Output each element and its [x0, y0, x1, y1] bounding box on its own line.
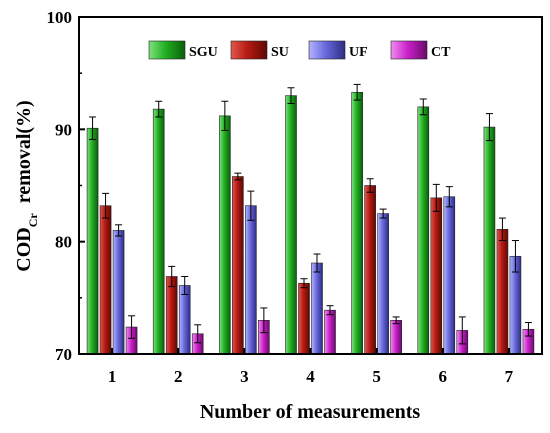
error-bars-layer — [89, 83, 532, 345]
error-bar-su-1 — [102, 192, 110, 219]
x-tick-label-1: 1 — [108, 367, 117, 386]
y-tick-label-100: 100 — [47, 8, 73, 27]
legend-swatch-uf — [308, 40, 346, 60]
legend-swatch-sgu — [148, 40, 186, 60]
bar-ct-5 — [390, 319, 402, 355]
bar-sgu-6 — [417, 106, 430, 355]
error-bar-sgu-2 — [155, 100, 163, 118]
svg-text:CODCrremoval(%): CODCr removal(%) — [13, 100, 40, 271]
x-tick-label-7: 7 — [505, 367, 514, 386]
y-tick-label-70: 70 — [55, 345, 72, 364]
bar-sgu-2 — [152, 108, 165, 355]
y-axis: 70 80 90 100 — [47, 8, 85, 364]
error-bar-uf-6 — [445, 186, 453, 208]
bar-sgu-3 — [219, 115, 231, 355]
x-tick-label-2: 2 — [174, 367, 183, 386]
error-bar-sgu-7 — [485, 113, 493, 142]
bar-sgu-5 — [351, 91, 363, 355]
error-bar-uf-1 — [115, 224, 123, 237]
x-tick-label-4: 4 — [306, 367, 315, 386]
error-bar-ct-4 — [326, 305, 334, 316]
legend-swatch-su — [230, 40, 268, 60]
legend-item-ct: CT — [390, 40, 451, 60]
error-bar-ct-6 — [458, 316, 466, 345]
bar-su-5 — [364, 185, 376, 355]
x-axis-title: Number of measurements — [200, 401, 421, 423]
y-axis-title-tail: removal(%) — [13, 100, 35, 203]
y-axis-title: CODCr removal(%) — [13, 100, 40, 271]
error-bar-uf-2 — [181, 275, 189, 295]
bar-sgu-7 — [483, 126, 496, 355]
error-bar-su-7 — [498, 217, 506, 242]
bar-sgu-1 — [86, 127, 99, 355]
error-bar-ct-1 — [128, 315, 136, 339]
bar-su-6 — [430, 197, 443, 355]
bar-su-3 — [232, 176, 244, 355]
error-bar-su-6 — [432, 183, 440, 212]
bar-ct-4 — [324, 309, 336, 355]
error-bar-sgu-6 — [419, 98, 427, 116]
bar-su-4 — [298, 282, 310, 355]
error-bar-uf-5 — [379, 208, 387, 219]
legend-label-ct: CT — [431, 45, 451, 60]
legend-item-su: SU — [230, 40, 289, 60]
y-axis-title-main: COD — [13, 227, 35, 271]
bar-su-1 — [99, 205, 112, 355]
bar-uf-4 — [311, 262, 323, 355]
legend-label-su: SU — [271, 45, 289, 60]
x-tick-label-6: 6 — [439, 367, 448, 386]
error-bar-su-3 — [234, 172, 242, 181]
error-bar-sgu-3 — [221, 100, 229, 131]
legend-swatch-ct — [390, 40, 428, 60]
y-tick-label-90: 90 — [55, 120, 72, 139]
error-bar-ct-7 — [524, 322, 532, 337]
bar-uf-2 — [178, 285, 191, 355]
error-bar-ct-2 — [194, 324, 202, 344]
y-tick-label-80: 80 — [55, 233, 72, 252]
error-bar-ct-3 — [260, 307, 268, 334]
error-bar-uf-3 — [247, 190, 255, 221]
y-axis-title-subscript: Cr — [26, 213, 40, 228]
x-tick-label-5: 5 — [372, 367, 381, 386]
legend-label-sgu: SGU — [189, 45, 218, 60]
bar-uf-6 — [443, 196, 456, 355]
error-bar-su-4 — [300, 278, 308, 289]
legend-label-uf: UF — [349, 45, 368, 60]
bar-uf-1 — [112, 230, 125, 355]
x-tick-label-3: 3 — [240, 367, 249, 386]
bar-su-7 — [496, 229, 509, 355]
x-axis: 1 2 3 4 5 6 7 — [108, 348, 514, 386]
error-bar-uf-7 — [511, 240, 519, 273]
error-bar-su-5 — [366, 178, 374, 193]
error-bar-ct-5 — [392, 316, 400, 325]
plot-frame — [78, 16, 543, 355]
bar-uf-3 — [245, 205, 257, 355]
legend-item-sgu: SGU — [148, 40, 218, 60]
error-bar-sgu-1 — [89, 116, 97, 140]
bar-su-2 — [165, 276, 178, 355]
bar-uf-5 — [377, 213, 389, 355]
bars-layer — [86, 91, 535, 355]
error-bar-sgu-4 — [287, 87, 295, 104]
legend: SGU SU UF CT — [148, 40, 451, 60]
error-bar-su-2 — [168, 265, 176, 288]
legend-item-uf: UF — [308, 40, 368, 60]
bar-sgu-4 — [285, 95, 297, 355]
error-bar-sgu-5 — [353, 83, 361, 101]
error-bar-uf-4 — [313, 253, 321, 273]
